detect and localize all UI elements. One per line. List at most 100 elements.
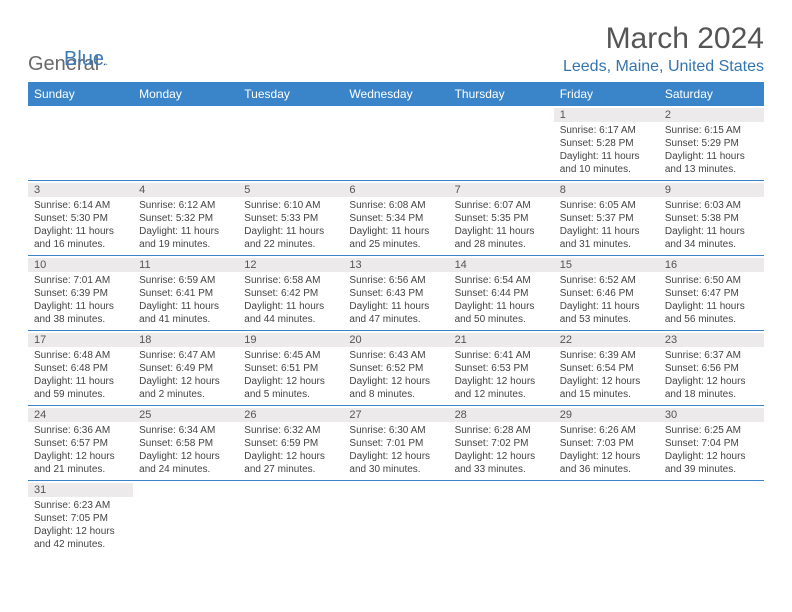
calendar-week-row: 1 Sunrise: 6:17 AMSunset: 5:28 PMDaylight…	[28, 106, 764, 181]
calendar-day-cell: 4 Sunrise: 6:12 AMSunset: 5:32 PMDaylight…	[133, 181, 238, 256]
day-info: Sunrise: 6:14 AMSunset: 5:30 PMDaylight:…	[34, 199, 127, 251]
calendar-day-cell: 6 Sunrise: 6:08 AMSunset: 5:34 PMDaylight…	[343, 181, 448, 256]
day-info: Sunrise: 6:45 AMSunset: 6:51 PMDaylight:…	[244, 349, 337, 401]
day-info: Sunrise: 7:01 AMSunset: 6:39 PMDaylight:…	[34, 274, 127, 326]
header: General March 2024 Leeds, Maine, United …	[28, 22, 764, 76]
day-info: Sunrise: 6:54 AMSunset: 6:44 PMDaylight:…	[455, 274, 548, 326]
calendar-empty-cell	[238, 481, 343, 556]
title-block: March 2024 Leeds, Maine, United States	[563, 22, 764, 76]
day-number: 20	[343, 333, 448, 347]
day-number: 1	[554, 108, 659, 122]
day-info: Sunrise: 6:58 AMSunset: 6:42 PMDaylight:…	[244, 274, 337, 326]
calendar-day-cell: 1 Sunrise: 6:17 AMSunset: 5:28 PMDaylight…	[554, 106, 659, 181]
calendar-week-row: 17 Sunrise: 6:48 AMSunset: 6:48 PMDayligh…	[28, 331, 764, 406]
weekday-header: Friday	[554, 82, 659, 106]
calendar-day-cell: 17 Sunrise: 6:48 AMSunset: 6:48 PMDayligh…	[28, 331, 133, 406]
day-number: 2	[659, 108, 764, 122]
day-number: 31	[28, 483, 133, 497]
day-number: 22	[554, 333, 659, 347]
day-info: Sunrise: 6:26 AMSunset: 7:03 PMDaylight:…	[560, 424, 653, 476]
day-number: 30	[659, 408, 764, 422]
weekday-header: Thursday	[449, 82, 554, 106]
day-number: 12	[238, 258, 343, 272]
day-number: 3	[28, 183, 133, 197]
day-info: Sunrise: 6:10 AMSunset: 5:33 PMDaylight:…	[244, 199, 337, 251]
calendar-day-cell: 27Sunrise: 6:30 AMSunset: 7:01 PMDayligh…	[343, 406, 448, 481]
calendar-week-row: 10 Sunrise: 7:01 AMSunset: 6:39 PMDayligh…	[28, 256, 764, 331]
calendar-week-row: 24 Sunrise: 6:36 AMSunset: 6:57 PMDayligh…	[28, 406, 764, 481]
calendar-day-cell: 30 Sunrise: 6:25 AMSunset: 7:04 PMDayligh…	[659, 406, 764, 481]
day-info: Sunrise: 6:59 AMSunset: 6:41 PMDaylight:…	[139, 274, 232, 326]
calendar-empty-cell	[28, 106, 133, 181]
day-info: Sunrise: 6:12 AMSunset: 5:32 PMDaylight:…	[139, 199, 232, 251]
day-number: 4	[133, 183, 238, 197]
day-number: 19	[238, 333, 343, 347]
day-info: Sunrise: 6:32 AMSunset: 6:59 PMDaylight:…	[244, 424, 337, 476]
day-info: Sunrise: 6:08 AMSunset: 5:34 PMDaylight:…	[349, 199, 442, 251]
day-number: 6	[343, 183, 448, 197]
day-info: Sunrise: 6:50 AMSunset: 6:47 PMDaylight:…	[665, 274, 758, 326]
day-info: Sunrise: 6:56 AMSunset: 6:43 PMDaylight:…	[349, 274, 442, 326]
day-info: Sunrise: 6:48 AMSunset: 6:48 PMDaylight:…	[34, 349, 127, 401]
day-info: Sunrise: 6:25 AMSunset: 7:04 PMDaylight:…	[665, 424, 758, 476]
location-text: Leeds, Maine, United States	[563, 58, 764, 76]
calendar-day-cell: 5Sunrise: 6:10 AMSunset: 5:33 PMDaylight…	[238, 181, 343, 256]
day-number: 17	[28, 333, 133, 347]
day-info: Sunrise: 6:07 AMSunset: 5:35 PMDaylight:…	[455, 199, 548, 251]
calendar-day-cell: 18Sunrise: 6:47 AMSunset: 6:49 PMDayligh…	[133, 331, 238, 406]
day-info: Sunrise: 6:05 AMSunset: 5:37 PMDaylight:…	[560, 199, 653, 251]
weekday-header: Tuesday	[238, 82, 343, 106]
calendar-day-cell: 11 Sunrise: 6:59 AMSunset: 6:41 PMDayligh…	[133, 256, 238, 331]
calendar-empty-cell	[133, 106, 238, 181]
day-info: Sunrise: 6:34 AMSunset: 6:58 PMDaylight:…	[139, 424, 232, 476]
day-number: 24	[28, 408, 133, 422]
calendar-day-cell: 31 Sunrise: 6:23 AMSunset: 7:05 PMDayligh…	[28, 481, 133, 556]
calendar-empty-cell	[133, 481, 238, 556]
calendar-day-cell: 13 Sunrise: 6:56 AMSunset: 6:43 PMDayligh…	[343, 256, 448, 331]
day-number: 14	[449, 258, 554, 272]
calendar-week-row: 31 Sunrise: 6:23 AMSunset: 7:05 PMDayligh…	[28, 481, 764, 556]
calendar-week-row: 3 Sunrise: 6:14 AMSunset: 5:30 PMDaylight…	[28, 181, 764, 256]
calendar-day-cell: 21Sunrise: 6:41 AMSunset: 6:53 PMDayligh…	[449, 331, 554, 406]
day-number: 11	[133, 258, 238, 272]
calendar-day-cell: 10 Sunrise: 7:01 AMSunset: 6:39 PMDayligh…	[28, 256, 133, 331]
page-title: March 2024	[563, 22, 764, 56]
calendar-empty-cell	[554, 481, 659, 556]
calendar-day-cell: 7 Sunrise: 6:07 AMSunset: 5:35 PMDaylight…	[449, 181, 554, 256]
calendar-day-cell: 8 Sunrise: 6:05 AMSunset: 5:37 PMDaylight…	[554, 181, 659, 256]
calendar-day-cell: 2 Sunrise: 6:15 AMSunset: 5:29 PMDaylight…	[659, 106, 764, 181]
calendar-day-cell: 26Sunrise: 6:32 AMSunset: 6:59 PMDayligh…	[238, 406, 343, 481]
calendar-day-cell: 23 Sunrise: 6:37 AMSunset: 6:56 PMDayligh…	[659, 331, 764, 406]
weekday-header: Wednesday	[343, 82, 448, 106]
calendar-day-cell: 29 Sunrise: 6:26 AMSunset: 7:03 PMDayligh…	[554, 406, 659, 481]
day-info: Sunrise: 6:23 AMSunset: 7:05 PMDaylight:…	[34, 499, 127, 551]
day-info: Sunrise: 6:36 AMSunset: 6:57 PMDaylight:…	[34, 424, 127, 476]
day-info: Sunrise: 6:17 AMSunset: 5:28 PMDaylight:…	[560, 124, 653, 176]
calendar-header-row: SundayMondayTuesdayWednesdayThursdayFrid…	[28, 82, 764, 106]
calendar-day-cell: 14 Sunrise: 6:54 AMSunset: 6:44 PMDayligh…	[449, 256, 554, 331]
day-number: 13	[343, 258, 448, 272]
day-info: Sunrise: 6:15 AMSunset: 5:29 PMDaylight:…	[665, 124, 758, 176]
brand-blue: Blue	[64, 48, 104, 70]
calendar-day-cell: 9 Sunrise: 6:03 AMSunset: 5:38 PMDaylight…	[659, 181, 764, 256]
calendar-day-cell: 16Sunrise: 6:50 AMSunset: 6:47 PMDayligh…	[659, 256, 764, 331]
day-info: Sunrise: 6:30 AMSunset: 7:01 PMDaylight:…	[349, 424, 442, 476]
calendar-day-cell: 19 Sunrise: 6:45 AMSunset: 6:51 PMDayligh…	[238, 331, 343, 406]
calendar-empty-cell	[343, 481, 448, 556]
day-info: Sunrise: 6:03 AMSunset: 5:38 PMDaylight:…	[665, 199, 758, 251]
day-number: 29	[554, 408, 659, 422]
calendar-empty-cell	[449, 481, 554, 556]
day-number: 9	[659, 183, 764, 197]
day-number: 8	[554, 183, 659, 197]
calendar-empty-cell	[659, 481, 764, 556]
calendar-day-cell: 12 Sunrise: 6:58 AMSunset: 6:42 PMDayligh…	[238, 256, 343, 331]
day-info: Sunrise: 6:43 AMSunset: 6:52 PMDaylight:…	[349, 349, 442, 401]
day-number: 23	[659, 333, 764, 347]
day-info: Sunrise: 6:41 AMSunset: 6:53 PMDaylight:…	[455, 349, 548, 401]
day-number: 7	[449, 183, 554, 197]
calendar-day-cell: 3 Sunrise: 6:14 AMSunset: 5:30 PMDaylight…	[28, 181, 133, 256]
day-info: Sunrise: 6:28 AMSunset: 7:02 PMDaylight:…	[455, 424, 548, 476]
weekday-header: Sunday	[28, 82, 133, 106]
day-info: Sunrise: 6:37 AMSunset: 6:56 PMDaylight:…	[665, 349, 758, 401]
day-number: 10	[28, 258, 133, 272]
